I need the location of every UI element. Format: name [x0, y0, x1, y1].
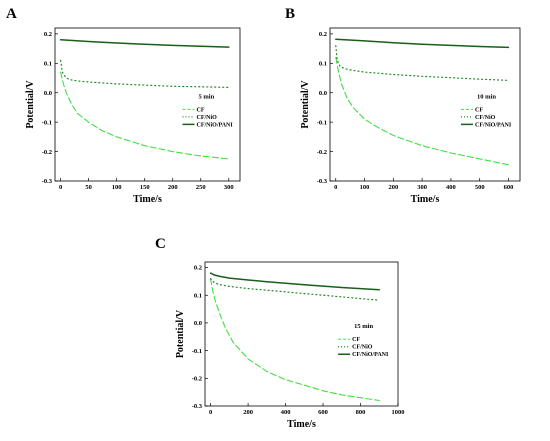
y-tick-label: -0.2 — [317, 149, 327, 156]
y-tick-label: 0.2 — [319, 31, 327, 38]
series-line-cf-nio-pani — [209, 272, 381, 291]
series-line-cf-nio — [59, 59, 230, 89]
panel-letter: A — [6, 6, 17, 22]
x-tick-label: 0 — [334, 184, 337, 191]
x-axis-title: Time/s — [133, 194, 162, 205]
x-tick-label: 1000 — [392, 409, 405, 416]
condition-annotation: 5 min — [199, 93, 215, 100]
x-tick-label: 150 — [140, 184, 150, 191]
x-tick-label: 600 — [504, 184, 514, 191]
series-line-cf — [210, 278, 380, 402]
series-line-cf — [60, 71, 230, 160]
x-tick-label: 200 — [243, 409, 253, 416]
y-tick-label: 0.0 — [194, 320, 202, 327]
y-tick-label: -0.1 — [192, 348, 202, 355]
y-tick-label: 0.1 — [44, 61, 52, 68]
series-line-cf-nio — [335, 45, 510, 82]
legend-entry: CF/NiO/PANI — [352, 352, 389, 358]
condition-annotation: 10 min — [477, 93, 496, 100]
y-tick-label: -0.3 — [42, 178, 53, 185]
condition-annotation: 15 min — [354, 323, 373, 330]
legend-entry: CF/NiO/PANI — [197, 122, 234, 128]
legend-entry: CF/NiO — [475, 115, 496, 121]
y-tick-label: 0.1 — [319, 61, 327, 68]
legend-entry: CF — [475, 107, 483, 113]
y-axis-title: Potential/V — [25, 80, 36, 129]
series-line-cf-nio — [210, 278, 380, 301]
legend-entry: CF/NiO/PANI — [475, 122, 512, 128]
x-tick-label: 300 — [224, 184, 234, 191]
x-axis-title: Time/s — [411, 194, 440, 205]
x-tick-label: 200 — [168, 184, 178, 191]
y-tick-label: 0.2 — [194, 265, 202, 272]
y-axis-title: Potential/V — [300, 80, 311, 129]
legend-entry: CF/NiO — [352, 345, 373, 351]
x-tick-label: 800 — [356, 409, 366, 416]
x-tick-label: 250 — [196, 184, 206, 191]
chart-panel-c: C 0 200 400 600 800 1000 -0.3 -0.2 -0.1 0.0 0.1 0.2 T… — [155, 236, 405, 430]
series-line-cf-nio-pani — [335, 38, 510, 49]
y-tick-label: -0.3 — [192, 403, 203, 410]
x-tick-label: 100 — [360, 184, 370, 191]
panel-letter: C — [155, 236, 166, 252]
y-tick-label: 0.2 — [44, 31, 52, 38]
plot-frame — [329, 27, 521, 182]
y-tick-label: -0.3 — [317, 178, 328, 185]
x-tick-label: 100 — [112, 184, 122, 191]
x-tick-label: 300 — [417, 184, 427, 191]
y-tick-label: 0.1 — [194, 292, 202, 299]
y-axis-title: Potential/V — [175, 309, 186, 358]
series-line-cf — [335, 56, 510, 166]
legend-entry: CF — [197, 107, 205, 113]
y-tick-label: -0.1 — [42, 119, 52, 126]
y-tick-label: 0.0 — [44, 90, 52, 97]
legend-entry: CF/NiO — [197, 115, 218, 121]
series-line-cf-nio-pani — [59, 39, 230, 48]
x-tick-label: 400 — [281, 409, 291, 416]
y-tick-label: 0.0 — [319, 90, 327, 97]
x-tick-label: 0 — [209, 409, 212, 416]
x-axis-title: Time/s — [287, 419, 316, 430]
x-tick-label: 500 — [475, 184, 485, 191]
x-tick-label: 400 — [446, 184, 456, 191]
y-tick-label: -0.2 — [42, 149, 52, 156]
x-tick-label: 50 — [85, 184, 92, 191]
panel-letter: B — [285, 6, 295, 22]
y-tick-label: -0.1 — [317, 119, 327, 126]
chart-panel-a: A 0 50 100 150 200 250 300 -0.3 -0.2 -0.1 0.0 0.1 0.2… — [6, 6, 241, 205]
legend-entry: CF — [352, 337, 360, 343]
x-tick-label: 200 — [388, 184, 398, 191]
x-tick-label: 600 — [318, 409, 328, 416]
plot-frame — [54, 27, 241, 182]
y-tick-label: -0.2 — [192, 376, 202, 383]
plot-frame — [204, 261, 399, 407]
x-tick-label: 0 — [59, 184, 62, 191]
chart-panel-b: B 0 100 200 300 400 500 600 -0.3 -0.2 -0.1 0.0 0.1 0.… — [285, 6, 521, 205]
